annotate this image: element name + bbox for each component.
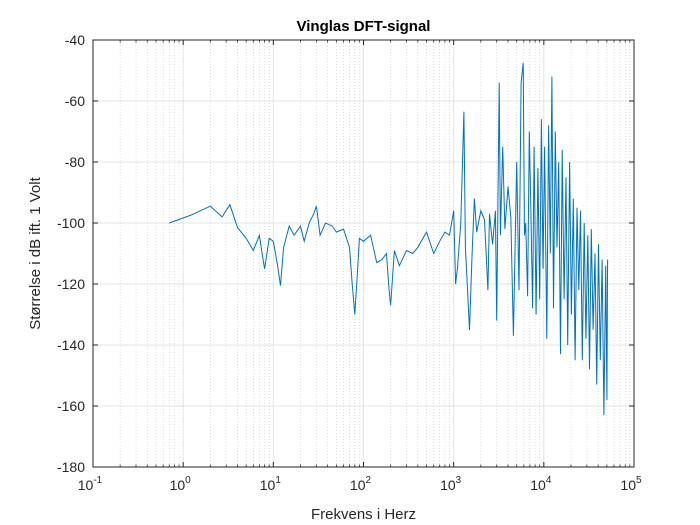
x-tick-label: 10-1 xyxy=(78,475,103,493)
y-tick-labels: -180 -160 -140 -120 -100 -80 -60 -40 xyxy=(57,32,85,475)
y-tick-label: -180 xyxy=(57,459,85,475)
x-tick-label: 105 xyxy=(620,475,642,493)
y-tick-label: -80 xyxy=(65,154,85,170)
ticks xyxy=(92,39,635,468)
x-tick-label: 102 xyxy=(350,475,372,493)
series-line xyxy=(169,62,609,416)
y-tick-label: -140 xyxy=(57,337,85,353)
x-tick-label: 104 xyxy=(530,475,552,493)
x-tick-label: 103 xyxy=(440,475,462,493)
y-tick-label: -160 xyxy=(57,398,85,414)
y-tick-label: -40 xyxy=(65,32,85,48)
x-tick-label: 100 xyxy=(170,475,192,493)
y-tick-label: -120 xyxy=(57,276,85,292)
x-axis-label: Frekvens i Herz xyxy=(311,506,416,523)
y-axis-label: Størrelse i dB ift. 1 Volt xyxy=(27,176,44,329)
y-tick-label: -60 xyxy=(65,93,85,109)
chart-title: Vinglas DFT-signal xyxy=(297,18,431,35)
x-tick-labels: 10-1 100 101 102 103 104 105 xyxy=(78,475,642,493)
y-tick-label: -100 xyxy=(57,215,85,231)
x-tick-label: 101 xyxy=(260,475,282,493)
